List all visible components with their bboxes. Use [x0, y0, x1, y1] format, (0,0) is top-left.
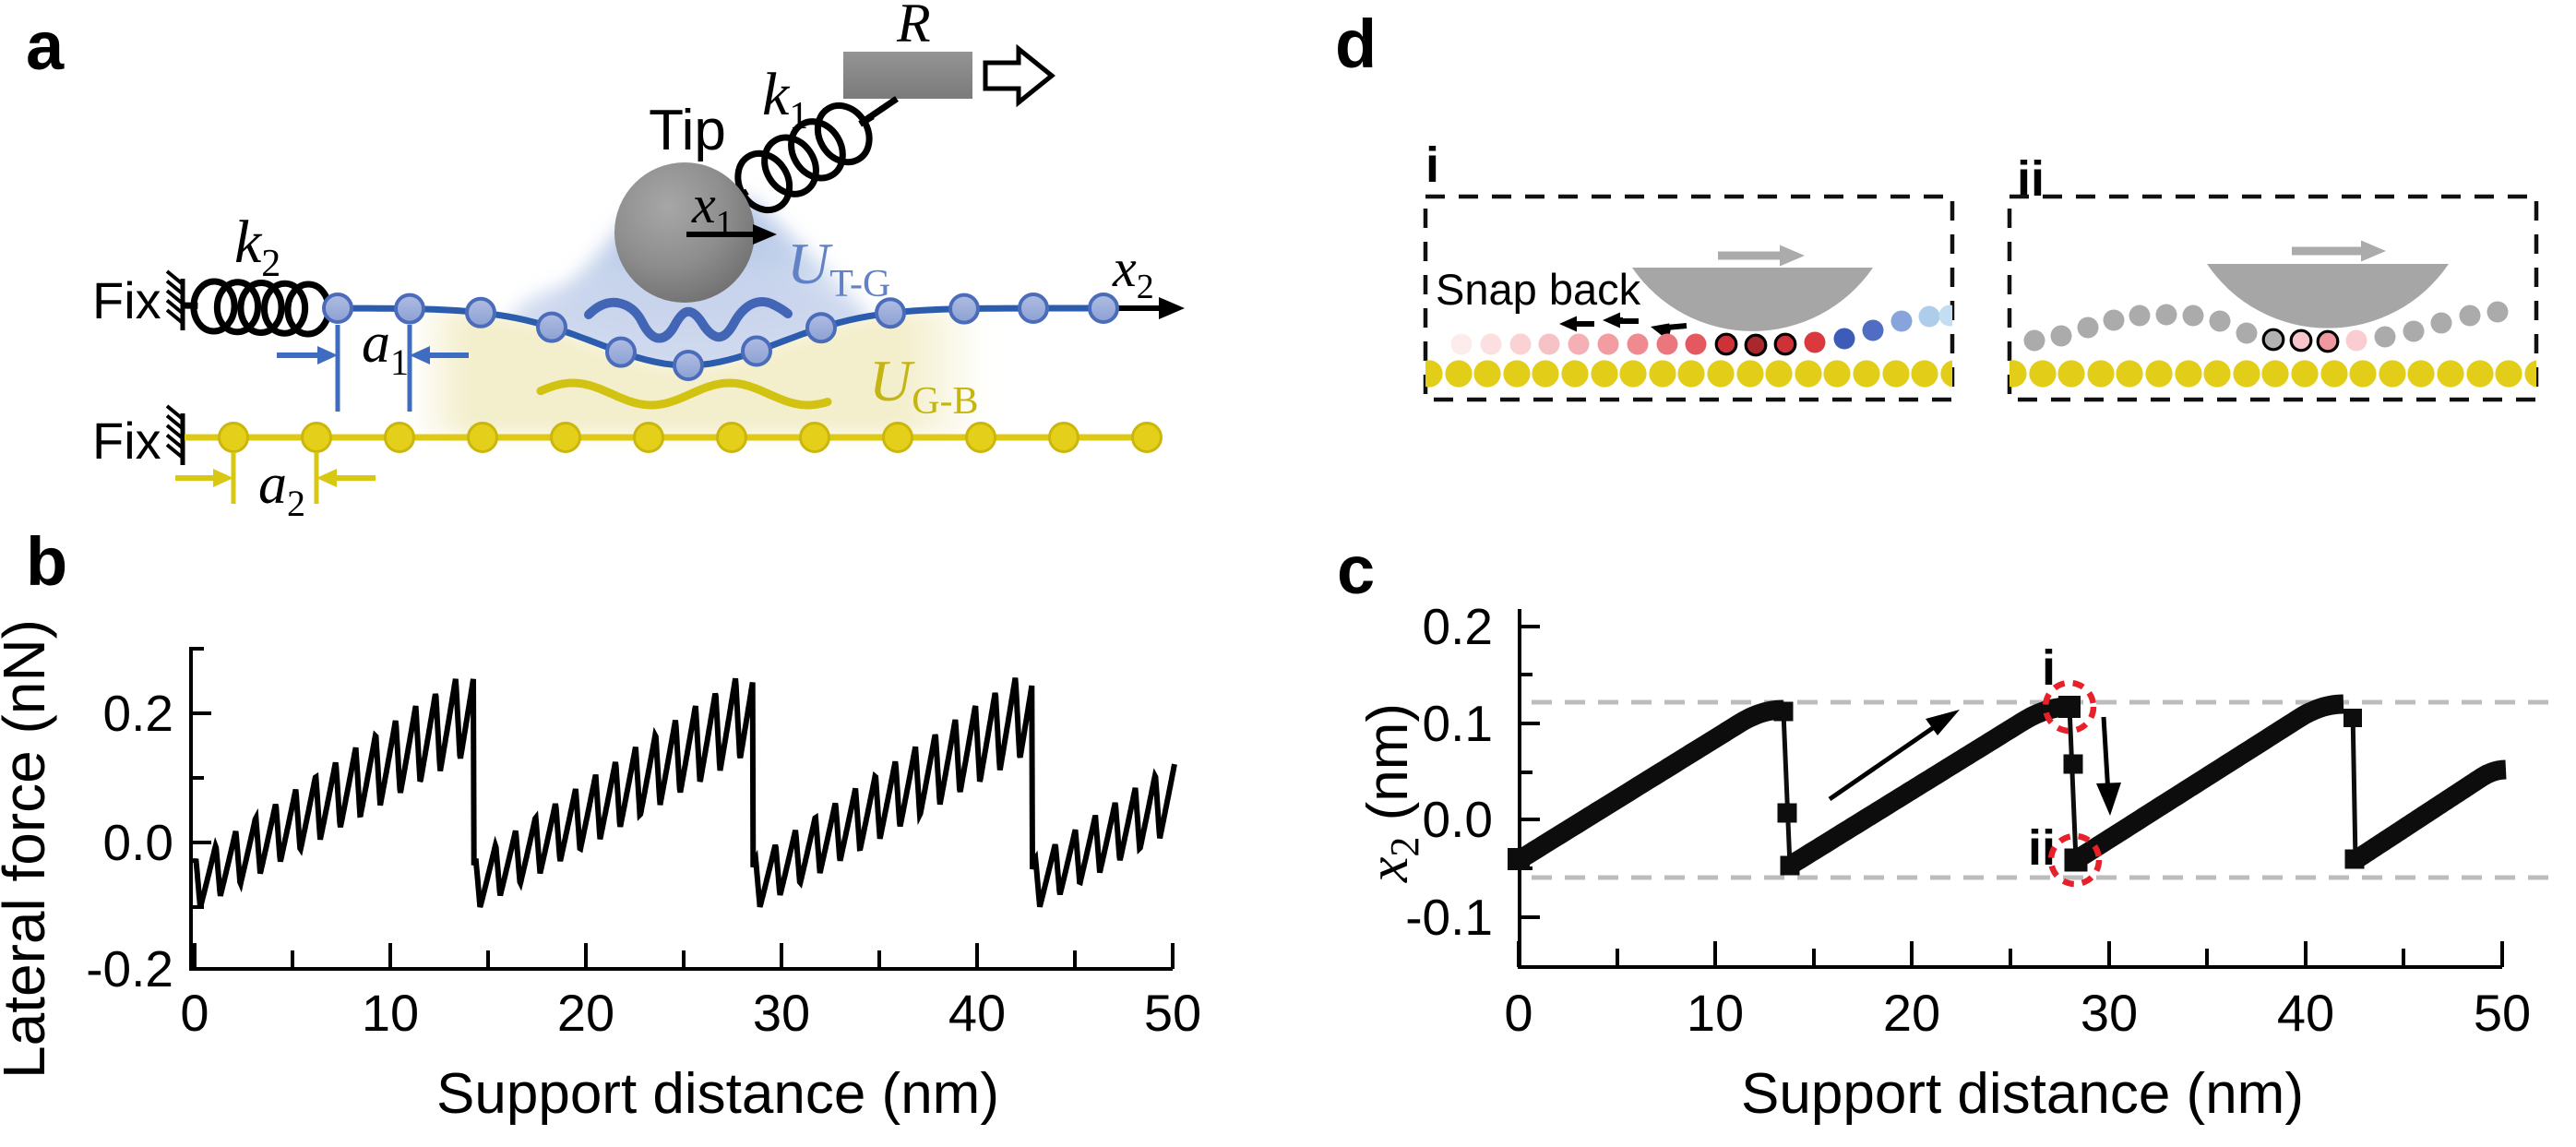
svg-text:10: 10 [1687, 984, 1744, 1042]
svg-text:-0.1: -0.1 [1405, 889, 1493, 946]
svg-text:d: d [1335, 6, 1377, 82]
svg-text:b: b [26, 523, 67, 600]
svg-text:Fix: Fix [92, 412, 161, 470]
svg-text:30: 30 [753, 984, 810, 1042]
svg-text:0.2: 0.2 [1423, 598, 1493, 655]
svg-text:50: 50 [2474, 984, 2531, 1042]
svg-text:0.0: 0.0 [1423, 791, 1493, 848]
svg-text:40: 40 [948, 984, 1006, 1042]
svg-text:-0.2: -0.2 [86, 940, 173, 998]
svg-text:20: 20 [1883, 984, 1940, 1042]
svg-text:10: 10 [362, 984, 419, 1042]
svg-text:30: 30 [2081, 984, 2138, 1042]
svg-text:Tip: Tip [649, 99, 726, 162]
svg-text:40: 40 [2277, 984, 2334, 1042]
svg-text:20: 20 [557, 984, 614, 1042]
svg-text:R: R [896, 0, 931, 54]
svg-text:0: 0 [1504, 984, 1532, 1042]
svg-text:Fix: Fix [92, 271, 161, 329]
svg-text:i: i [2042, 640, 2056, 696]
svg-text:i: i [1425, 137, 1439, 193]
svg-text:0.2: 0.2 [103, 685, 173, 742]
svg-text:0: 0 [180, 984, 209, 1042]
svg-text:c: c [1337, 532, 1375, 608]
svg-text:0.0: 0.0 [103, 814, 173, 871]
svg-text:Lateral force (nN): Lateral force (nN) [0, 619, 57, 1079]
svg-text:Support distance (nm): Support distance (nm) [1741, 1062, 2304, 1126]
svg-text:Snap back: Snap back [1436, 265, 1641, 314]
svg-text:50: 50 [1144, 984, 1201, 1042]
svg-text:a: a [26, 7, 65, 84]
svg-text:Support distance (nm): Support distance (nm) [436, 1062, 999, 1126]
svg-text:0.1: 0.1 [1423, 695, 1493, 752]
